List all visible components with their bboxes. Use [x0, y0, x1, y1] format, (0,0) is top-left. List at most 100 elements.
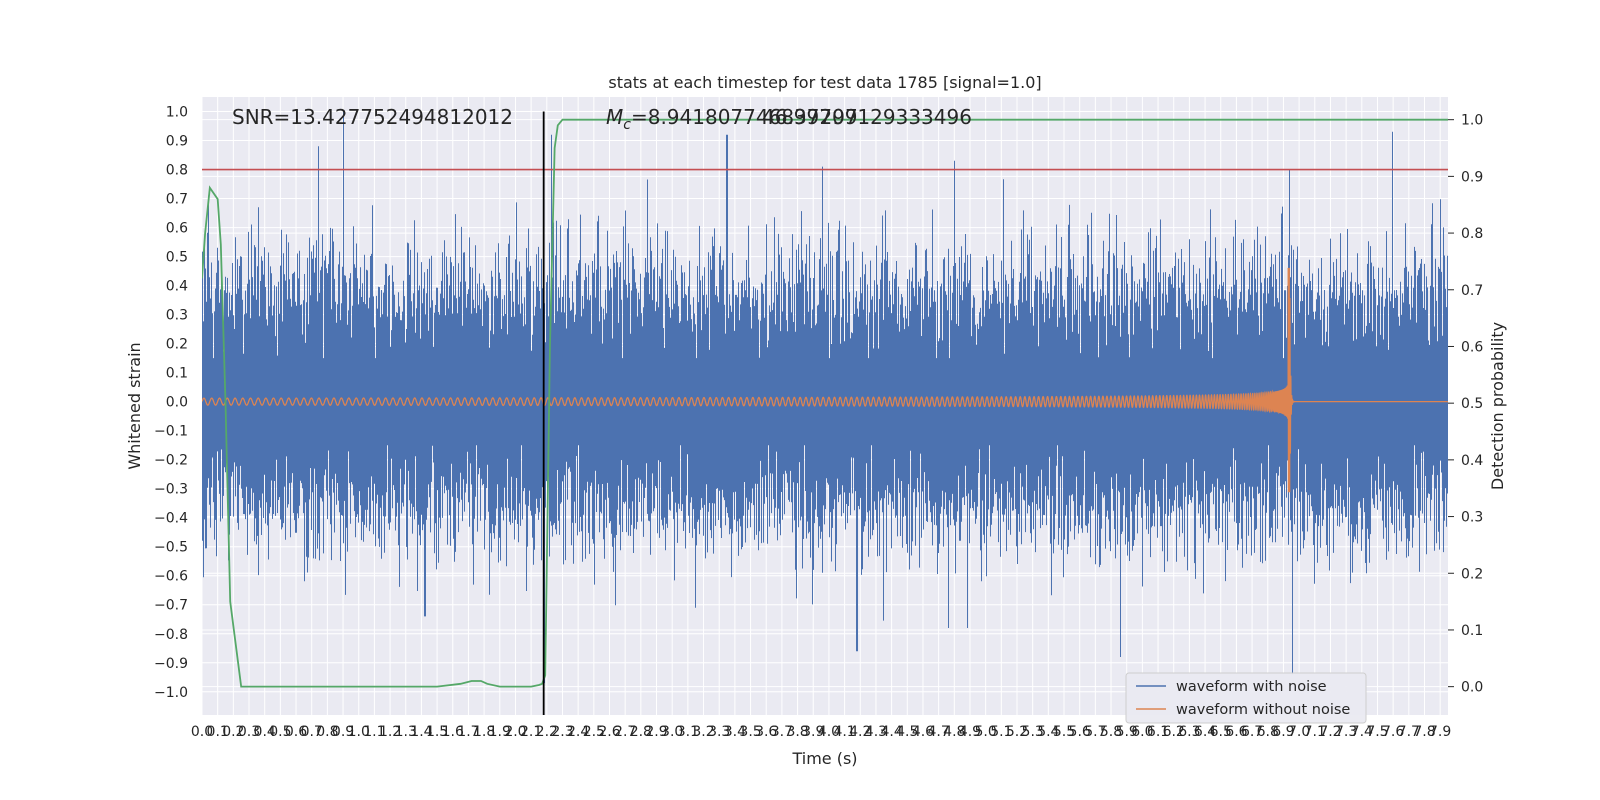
x-tick-label: 1.9 — [489, 724, 511, 740]
x-tick-label: 4.6 — [912, 724, 934, 740]
x-tick-label: 5.3 — [1022, 724, 1044, 740]
x-tick-label: 2.7 — [614, 724, 636, 740]
x-tick-label: 5.1 — [990, 724, 1012, 740]
legend-label-noise: waveform with noise — [1176, 679, 1327, 695]
x-tick-label: 1.0 — [348, 724, 370, 740]
x-tick-label: 7.5 — [1366, 724, 1388, 740]
x-tick-label: 4.0 — [818, 724, 840, 740]
x-tick-label: 6.4 — [1194, 724, 1216, 740]
y-tick-label: −0.8 — [154, 627, 188, 643]
x-tick-label: 7.6 — [1382, 724, 1404, 740]
x-axis-label: Time (s) — [791, 749, 857, 768]
x-tick-label: 6.6 — [1225, 724, 1247, 740]
x-tick-label: 7.9 — [1429, 724, 1451, 740]
x-tick-label: 3.9 — [802, 724, 824, 740]
x-tick-label: 0.5 — [269, 724, 291, 740]
x-tick-label: 1.4 — [410, 724, 432, 740]
y2-tick-label: 0.7 — [1461, 283, 1483, 299]
x-tick-label: 6.9 — [1272, 724, 1294, 740]
x-tick-label: 4.7 — [927, 724, 949, 740]
x-tick-label: 6.0 — [1131, 724, 1153, 740]
series-detection-probability — [202, 118, 1448, 688]
x-tick-label: 7.2 — [1319, 724, 1341, 740]
x-tick-label: 6.1 — [1147, 724, 1169, 740]
y2-axis-label: Detection probability — [1488, 322, 1507, 490]
y2-tick-label: 0.9 — [1461, 169, 1483, 185]
x-tick-label: 4.3 — [865, 724, 887, 740]
y2-tick-label: 0.3 — [1461, 510, 1483, 526]
x-tick-label: 1.3 — [395, 724, 417, 740]
x-tick-label: 2.1 — [520, 724, 542, 740]
y-tick-label: −0.7 — [154, 598, 188, 614]
x-tick-label: 0.3 — [238, 724, 260, 740]
x-tick-label: 7.3 — [1335, 724, 1357, 740]
x-tick-label: 5.7 — [1084, 724, 1106, 740]
legend: waveform with noise waveform without noi… — [1125, 672, 1367, 724]
x-tick-label: 0.9 — [332, 724, 354, 740]
snr-annotation: SNR=13.427752494812012 — [232, 105, 513, 129]
y-tick-label: −0.5 — [154, 540, 188, 556]
y2-tick-label: 0.5 — [1461, 396, 1483, 412]
y2-tick-label: 1.0 — [1461, 113, 1483, 129]
mc-annotation: Mc=8.941807746837297 — [606, 105, 858, 133]
x-tick-label: 0.7 — [301, 724, 323, 740]
x-tick-label: 6.8 — [1257, 724, 1279, 740]
x-tick-label: 0.8 — [316, 724, 338, 740]
x-tick-label: 3.1 — [677, 724, 699, 740]
y-tick-label: −0.9 — [154, 656, 188, 672]
x-tick-label: 5.0 — [975, 724, 997, 740]
x-tick-label: 3.6 — [755, 724, 777, 740]
x-tick-label: 5.4 — [1037, 724, 1059, 740]
x-tick-label: 7.8 — [1413, 724, 1435, 740]
x-tick-label: 2.5 — [583, 724, 605, 740]
data-layer — [202, 111, 1448, 688]
x-tick-label: 2.2 — [536, 724, 558, 740]
x-tick-label: 1.7 — [457, 724, 479, 740]
x-tick-label: 6.7 — [1241, 724, 1263, 740]
x-tick-label: 0.0 — [191, 724, 213, 740]
x-tick-label: 3.8 — [786, 724, 808, 740]
y-tick-label: 0.3 — [166, 308, 188, 324]
x-tick-label: 4.9 — [959, 724, 981, 740]
y2-tick-label: 0.8 — [1461, 226, 1483, 242]
x-tick-label: 3.2 — [692, 724, 714, 740]
x-tick-labels: 0.00.10.20.30.40.50.60.70.80.91.01.11.21… — [191, 724, 1451, 740]
mc-subscript: c — [623, 117, 631, 133]
x-tick-label: 5.6 — [1069, 724, 1091, 740]
x-tick-label: 1.1 — [363, 724, 385, 740]
x-tick-label: 2.9 — [645, 724, 667, 740]
y2-tick-label: 0.6 — [1461, 339, 1483, 355]
y-tick-label: 0.5 — [166, 250, 188, 266]
y-tick-label: −0.3 — [154, 482, 188, 498]
x-tick-label: 7.7 — [1398, 724, 1420, 740]
x-tick-label: 0.2 — [222, 724, 244, 740]
y-tick-label: 0.2 — [166, 337, 188, 353]
y-tick-label: 0.8 — [166, 163, 188, 179]
mc-value: =8.941807746837297 — [631, 105, 858, 129]
x-tick-label: 4.1 — [833, 724, 855, 740]
x-tick-label: 4.5 — [896, 724, 918, 740]
y-tick-labels: −1.0 −0.9 −0.8 −0.7 −0.6 −0.5 −0.4 −0.3 −0.2 −0.1… — [154, 105, 188, 701]
x-tick-label: 4.2 — [849, 724, 871, 740]
x-tick-label: 2.0 — [504, 724, 526, 740]
mc-overlap-annotation: 46.99709129333496 — [762, 105, 972, 129]
y-axis-label: Whitened strain — [125, 342, 144, 469]
x-tick-label: 1.6 — [442, 724, 464, 740]
x-tick-label: 3.0 — [661, 724, 683, 740]
y2-tick-label: 0.1 — [1461, 623, 1483, 639]
y-tick-label: 0.0 — [166, 395, 188, 411]
mc-symbol: M — [606, 105, 623, 129]
x-tick-label: 2.4 — [567, 724, 589, 740]
y-tick-label: −0.1 — [154, 424, 188, 440]
y-tick-label: −0.6 — [154, 569, 188, 585]
x-tick-label: 1.8 — [473, 724, 495, 740]
y-tick-label: 0.7 — [166, 192, 188, 208]
legend-box — [1125, 672, 1367, 724]
y-tick-label: 0.1 — [166, 366, 188, 382]
x-tick-label: 2.6 — [598, 724, 620, 740]
legend-label-clean: waveform without noise — [1176, 702, 1350, 718]
x-tick-label: 5.5 — [1053, 724, 1075, 740]
x-tick-label: 4.4 — [880, 724, 902, 740]
